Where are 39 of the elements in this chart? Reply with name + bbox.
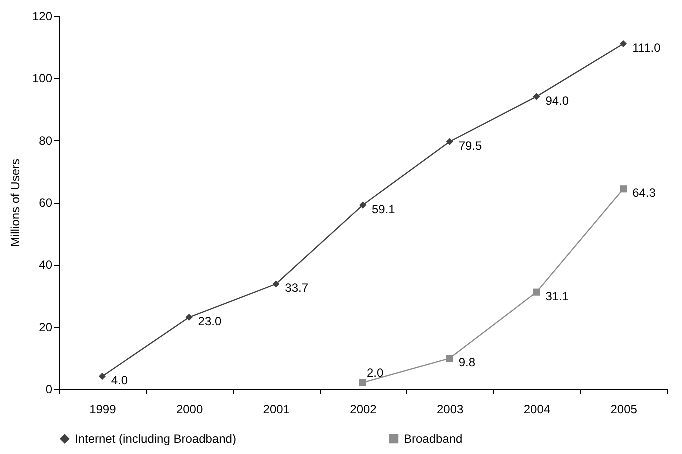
- y-tick-label: 40: [39, 258, 53, 272]
- x-tick-label: 2004: [524, 402, 551, 416]
- data-label: 31.1: [546, 289, 570, 304]
- x-tick-label: 2002: [350, 402, 378, 416]
- point: [446, 138, 454, 146]
- data-label: 59.1: [372, 202, 396, 216]
- x-tick-label: 1999: [90, 402, 117, 416]
- point: [272, 280, 280, 288]
- data-label: 111.0: [632, 40, 662, 55]
- y-axis-title: Millions of Users: [8, 158, 22, 248]
- data-label: 2.0: [367, 366, 384, 380]
- data-label: 23.0: [198, 314, 222, 329]
- point: [98, 373, 106, 380]
- x-tick-label: 2005: [610, 402, 638, 416]
- legend-label: Internet (including Broadband): [75, 432, 236, 446]
- point: [446, 355, 454, 362]
- y-tick-label: 80: [39, 134, 53, 148]
- point: [359, 379, 367, 386]
- point: [186, 314, 193, 322]
- y-tick-label: 60: [39, 196, 53, 210]
- data-label: 79.5: [458, 138, 483, 153]
- y-tick-label: 120: [32, 10, 53, 24]
- data-label: 64.3: [632, 186, 656, 200]
- data-label: 94.0: [546, 94, 570, 108]
- x-tick-label: 2000: [176, 402, 204, 416]
- data-label: 33.7: [285, 281, 309, 296]
- data-label: 9.8: [458, 356, 476, 370]
- point: [533, 93, 540, 100]
- y-tick-label: 0: [46, 382, 53, 396]
- point: [620, 40, 628, 48]
- x-tick-label: 2001: [263, 402, 290, 416]
- data-label: 4.0: [111, 374, 128, 388]
- point: [533, 288, 540, 296]
- y-tick-label: 20: [39, 320, 53, 334]
- x-tick-label: 2003: [437, 402, 464, 416]
- point: [359, 202, 367, 209]
- legend-label: Broadband: [404, 432, 463, 446]
- point: [620, 186, 628, 193]
- y-tick-label: 100: [32, 72, 53, 86]
